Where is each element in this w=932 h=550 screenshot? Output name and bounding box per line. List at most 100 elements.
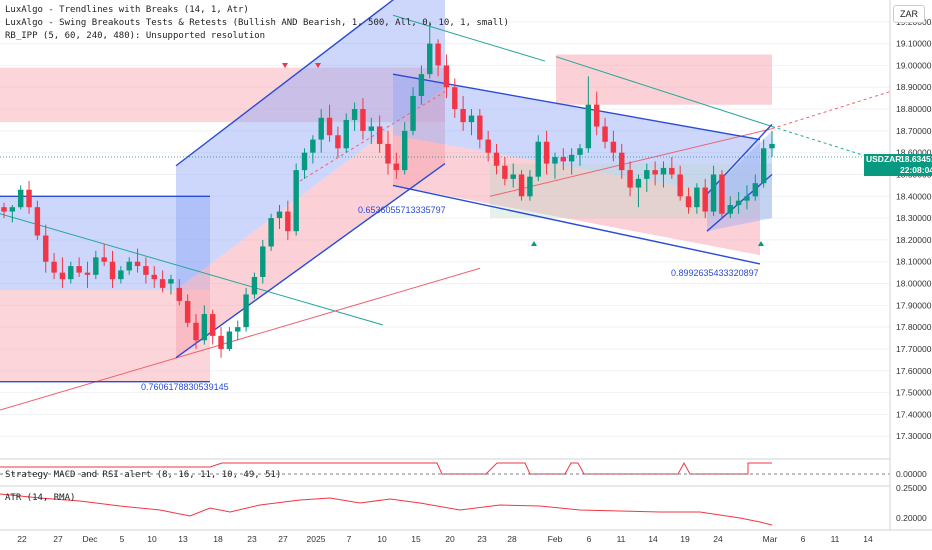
candle-body xyxy=(168,279,174,284)
candle-body xyxy=(235,327,241,332)
last-price-tag: USDZAR 18.63451 22:08:04 xyxy=(864,154,932,176)
candle-body xyxy=(652,170,658,175)
candle-body xyxy=(719,174,725,214)
bullish-marker xyxy=(758,241,764,246)
candle-body xyxy=(518,174,525,197)
x-tick-label: Dec xyxy=(82,534,98,544)
candle-body xyxy=(577,148,583,155)
indicator-label-rb-ipp[interactable]: RB_IPP (5, 60, 240, 480): Unsupported re… xyxy=(5,31,266,41)
candle-body xyxy=(610,141,617,153)
candle-body xyxy=(660,167,667,175)
candle-body xyxy=(285,211,291,232)
candle-body xyxy=(468,115,475,123)
x-tick-label: 14 xyxy=(648,534,658,544)
candle-body xyxy=(335,135,341,149)
y-tick-label: 17.90000 xyxy=(896,300,932,310)
trendline-up-red-dashed xyxy=(299,91,446,182)
y-tick-label: 18.00000 xyxy=(896,279,932,289)
y-tick-label: 18.90000 xyxy=(896,82,932,92)
candle-body xyxy=(9,207,16,212)
candle-body xyxy=(635,178,642,188)
candle-body xyxy=(118,270,124,280)
x-tick-label: Mar xyxy=(763,534,778,544)
currency-button[interactable]: ZAR xyxy=(893,5,925,23)
candle-body xyxy=(109,261,116,280)
candle-body xyxy=(360,109,366,131)
time-axis[interactable]: 22 27 Dec 5 10 13 18 23 27 2025 7 10 15 20 23 28 Feb 6 11 1… xyxy=(17,534,873,544)
candle-body xyxy=(685,196,692,208)
price-axis[interactable]: 19.2000019.1000019.0000018.9000018.80000… xyxy=(889,0,932,530)
x-tick-label: 18 xyxy=(213,534,223,544)
y-tick-label: 18.30000 xyxy=(896,213,932,223)
x-tick-label: 6 xyxy=(801,534,806,544)
candle-body xyxy=(59,272,66,280)
candle-body xyxy=(644,170,650,179)
falling-channel-lower xyxy=(393,135,760,256)
price-tag-symbol: USDZAR xyxy=(866,154,902,164)
strategy-pane-label[interactable]: Strategy MACD and RSI alert (8, 16, 11, … xyxy=(5,470,282,480)
candle-body xyxy=(527,176,533,197)
trendline-down-teal-right xyxy=(555,56,773,127)
candle-body xyxy=(17,189,24,208)
bearish-marker xyxy=(282,63,288,68)
supply-zone-left xyxy=(0,290,210,382)
y-tick-label: 17.60000 xyxy=(896,366,932,376)
resistance-zone xyxy=(0,67,445,123)
candle-body xyxy=(560,157,567,162)
y-tick-label: 18.40000 xyxy=(896,191,932,201)
candle-body xyxy=(460,109,466,123)
candle-body xyxy=(276,211,283,219)
candle-body xyxy=(510,174,516,179)
resistance-zone-right xyxy=(556,54,772,105)
candle-body xyxy=(710,174,717,212)
y-tick-label: 18.20000 xyxy=(896,235,932,245)
candle-body xyxy=(176,287,183,301)
x-tick-label: 5 xyxy=(120,534,125,544)
candle-body xyxy=(318,117,324,140)
candle-body xyxy=(627,170,633,188)
candle-body xyxy=(410,95,416,131)
candle-body xyxy=(260,246,266,277)
candle-body xyxy=(343,119,349,149)
indicator-label-swing-breakouts[interactable]: LuxAlgo - Swing Breakouts Tests & Retest… xyxy=(5,18,509,28)
candle-body xyxy=(226,331,233,349)
price-tag-price: 18.63451 xyxy=(900,154,932,164)
candle-body xyxy=(602,126,608,142)
candle-body xyxy=(51,261,57,273)
x-tick-label: 7 xyxy=(347,534,352,544)
candle-body xyxy=(543,141,550,164)
annotations: 0.7606178830539145 0.6536055713335797 0.89… xyxy=(141,63,764,392)
trendlines-layer xyxy=(0,0,891,411)
candle-body xyxy=(209,314,216,336)
y-tick-label: 18.80000 xyxy=(896,104,932,114)
trendline-up-red-right xyxy=(489,128,773,197)
y-tick-label: 19.10000 xyxy=(896,39,932,49)
candle-body xyxy=(418,74,425,96)
falling-channel-upper xyxy=(393,74,760,201)
candle-body xyxy=(568,154,575,162)
x-tick-label: 15 xyxy=(411,534,421,544)
candle-body xyxy=(201,314,208,341)
candle-body xyxy=(552,157,558,164)
indicator-label-trendlines[interactable]: LuxAlgo - Trendlines with Breaks (14, 1,… xyxy=(5,5,249,15)
x-tick-label: 28 xyxy=(507,534,517,544)
y-tick-label: 18.70000 xyxy=(896,126,932,136)
x-tick-label: 13 xyxy=(178,534,188,544)
atr-pane-label[interactable]: ATR (14, RMA) xyxy=(5,493,76,503)
candle-body xyxy=(694,187,700,208)
candle-body xyxy=(669,167,675,175)
candle-body xyxy=(243,294,249,328)
candle-body xyxy=(752,183,759,197)
y-tick-label: 17.40000 xyxy=(896,409,932,419)
atr-tick: 0.25000 xyxy=(896,483,927,493)
bearish-marker xyxy=(315,63,321,68)
atr-tick: 0.20000 xyxy=(896,513,927,523)
candle-body xyxy=(76,266,82,273)
x-tick-label: 24 xyxy=(713,534,723,544)
candle-body xyxy=(293,170,299,232)
candle-body xyxy=(435,43,441,66)
x-tick-label: 19 xyxy=(680,534,690,544)
candle-body xyxy=(143,266,149,275)
candle-body xyxy=(477,115,483,140)
